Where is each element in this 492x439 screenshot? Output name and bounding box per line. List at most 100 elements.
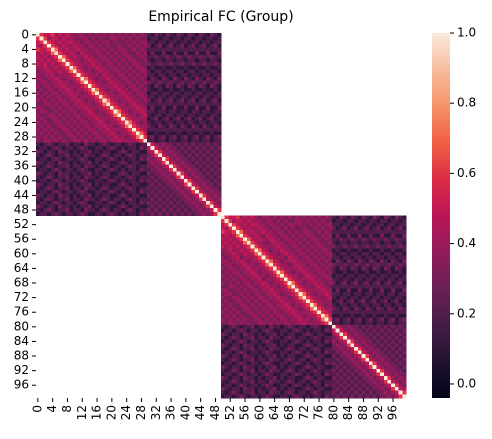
cell — [335, 288, 340, 293]
cell — [50, 84, 55, 89]
cell — [206, 43, 211, 48]
cell — [172, 62, 177, 67]
cell — [239, 222, 244, 227]
cell — [43, 138, 48, 143]
cell — [228, 310, 233, 315]
cell — [376, 262, 381, 267]
cell — [117, 182, 122, 187]
cell — [394, 255, 399, 260]
cell — [91, 160, 96, 165]
cell — [147, 43, 151, 48]
cell — [228, 379, 233, 384]
cell — [302, 237, 307, 242]
cell — [387, 332, 392, 337]
cell — [135, 113, 140, 118]
cell — [339, 241, 344, 245]
cell — [128, 149, 133, 154]
cell — [172, 95, 177, 99]
cell — [176, 87, 181, 92]
cell — [250, 277, 255, 282]
cell — [221, 277, 225, 282]
cell — [291, 383, 296, 388]
cell — [76, 149, 81, 154]
cell — [402, 343, 407, 348]
cell — [228, 252, 233, 256]
cell — [54, 179, 59, 183]
cell — [313, 303, 318, 308]
cell — [350, 219, 355, 224]
cell — [58, 69, 63, 74]
cell — [243, 288, 248, 293]
cell — [320, 394, 325, 399]
cell — [402, 222, 407, 227]
cell — [258, 273, 262, 278]
cell — [217, 131, 222, 136]
cell — [376, 339, 381, 344]
cell — [69, 113, 74, 118]
cell — [221, 259, 225, 264]
cell — [191, 54, 196, 59]
cell — [73, 76, 77, 81]
cell — [198, 43, 203, 48]
cell — [298, 266, 303, 271]
cell — [198, 160, 203, 165]
cell — [202, 182, 207, 187]
cell — [217, 116, 222, 121]
cell — [383, 379, 388, 384]
cell — [354, 255, 359, 260]
cell — [269, 233, 274, 238]
cell — [117, 171, 122, 176]
cell — [346, 328, 351, 333]
cell — [202, 43, 207, 48]
cell — [309, 270, 314, 275]
cell — [376, 273, 381, 278]
cell — [254, 277, 259, 282]
cell — [372, 390, 377, 395]
cell — [372, 365, 377, 370]
cell — [95, 208, 100, 213]
cell — [106, 124, 111, 129]
cell — [291, 215, 296, 220]
cell — [328, 303, 333, 308]
cell — [380, 325, 385, 329]
cell — [143, 98, 148, 103]
cell — [372, 303, 377, 308]
cell — [235, 226, 240, 231]
cell — [76, 142, 81, 147]
cell — [91, 189, 96, 194]
cell — [124, 43, 129, 48]
cell — [232, 390, 237, 395]
cell — [232, 215, 237, 220]
cell — [232, 219, 237, 224]
cell — [295, 303, 299, 308]
cell — [354, 281, 359, 286]
cell — [235, 321, 240, 326]
cell — [254, 350, 259, 355]
cell — [158, 204, 163, 209]
cell — [365, 281, 370, 286]
cell — [287, 310, 292, 315]
cell — [394, 226, 399, 231]
cell — [169, 175, 174, 180]
cell — [128, 127, 133, 132]
cell — [228, 266, 233, 271]
cell — [69, 65, 74, 70]
cell — [54, 91, 59, 96]
cell — [47, 131, 52, 136]
cell — [176, 186, 181, 191]
cell — [254, 365, 259, 370]
cell — [350, 343, 355, 348]
cell — [58, 58, 63, 63]
cell — [113, 179, 118, 183]
cell — [276, 383, 281, 388]
cell — [339, 343, 344, 348]
cell — [269, 241, 274, 245]
cell — [269, 266, 274, 271]
cell — [287, 215, 292, 220]
cell — [135, 138, 140, 143]
cell — [343, 248, 348, 253]
cell — [332, 365, 336, 370]
cell — [250, 237, 255, 242]
cell — [276, 284, 281, 289]
cell — [317, 270, 322, 275]
